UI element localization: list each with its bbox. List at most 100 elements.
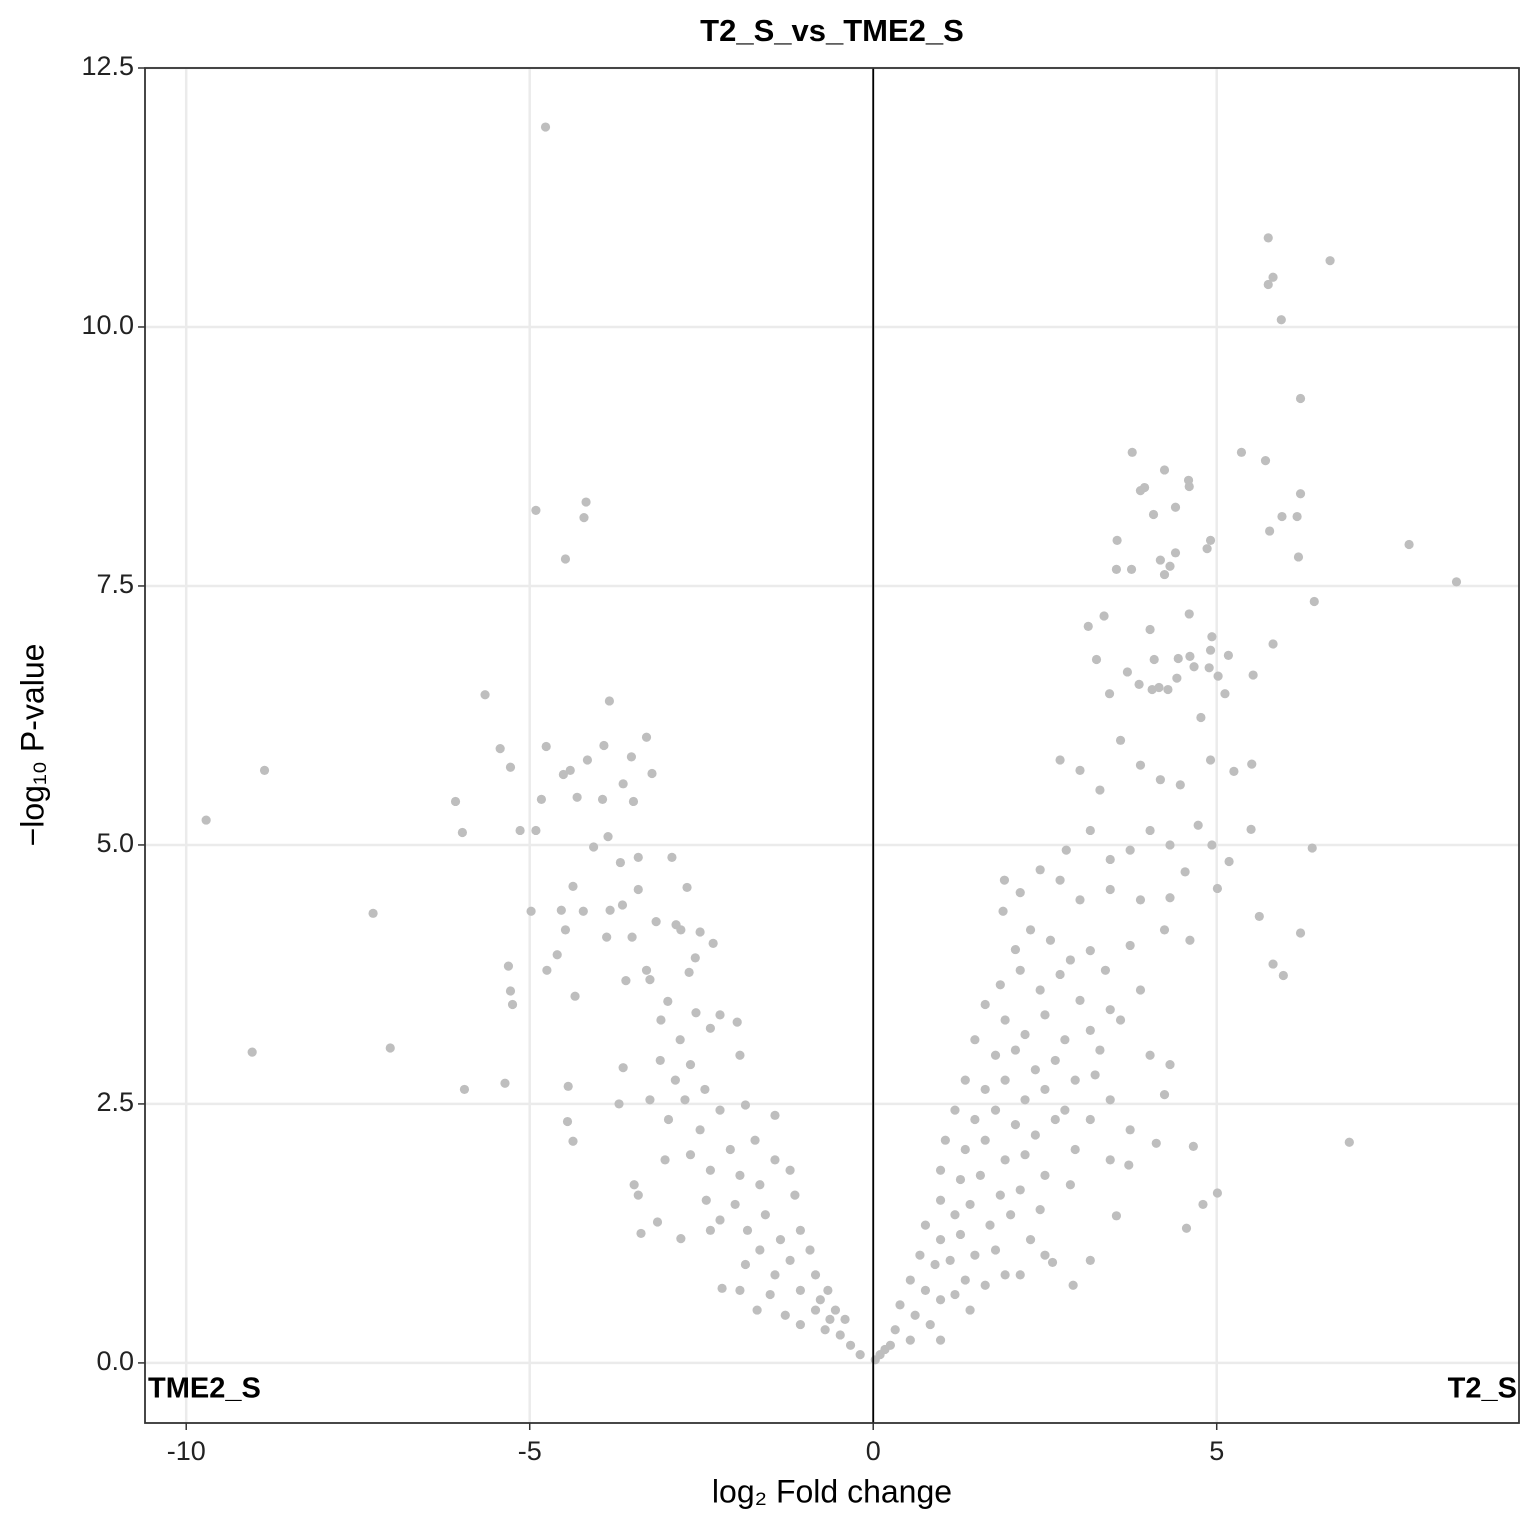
point [629,1180,639,1190]
point [1295,393,1306,404]
point [960,1275,970,1285]
point [368,908,378,918]
point [682,882,692,893]
point [201,815,211,825]
point [685,1150,696,1160]
point [1205,755,1216,765]
point [935,1295,946,1305]
point [259,765,270,775]
point [770,1155,780,1165]
point [1278,970,1288,981]
point [960,1144,970,1155]
point [1125,940,1135,951]
point [1175,780,1185,790]
point [1112,535,1122,545]
point [950,1289,960,1300]
point [480,690,490,700]
point [1068,1280,1078,1290]
chart-title: T2_S_vs_TME2_S [700,13,964,48]
point [1276,315,1286,325]
point [1040,1084,1050,1095]
point [840,1314,850,1325]
point [935,1195,946,1205]
point [795,1225,805,1235]
point [970,1250,980,1260]
point [810,1270,821,1280]
point [1020,1029,1030,1040]
point [935,1335,946,1345]
point [1148,509,1159,520]
point [1212,883,1223,894]
point [505,762,516,772]
point [770,1110,780,1120]
point [1198,1199,1208,1210]
point [614,1099,624,1109]
point [920,1285,931,1296]
point [495,744,505,754]
point [507,999,518,1010]
point [563,1081,573,1091]
point [578,906,588,916]
point [602,932,612,942]
point [1212,1188,1223,1198]
point [895,1300,905,1310]
y-tick-label: 5.0 [96,828,134,858]
point [1185,651,1195,662]
point [655,1055,665,1066]
point [1159,465,1170,475]
point [750,1135,760,1145]
point [1451,577,1462,587]
point [1170,548,1181,558]
point [1135,985,1146,995]
point [667,852,677,862]
point [1090,1070,1100,1080]
point [675,1035,685,1045]
point [990,1105,1001,1115]
point [1165,840,1175,850]
point [1181,1223,1192,1233]
point [1010,944,1021,955]
point [1115,1015,1126,1025]
point [735,1050,745,1060]
point [980,1280,990,1290]
point [905,1335,915,1345]
point [925,1319,935,1330]
point [626,752,636,762]
point [1184,609,1194,619]
point [975,1170,985,1181]
point [715,1010,725,1020]
point [970,1035,980,1045]
point [735,1285,745,1296]
point [1085,1025,1095,1035]
point [652,1217,663,1227]
point [1095,1045,1105,1055]
point [526,906,536,916]
point [890,1325,900,1335]
point [1105,884,1115,895]
point [1196,712,1206,723]
point [1309,596,1319,607]
point [1085,1255,1095,1265]
point [621,976,631,986]
point [1260,456,1271,466]
point [790,1190,800,1200]
point [1025,1235,1036,1245]
point [1205,535,1216,545]
point [1295,928,1306,938]
point [1105,1155,1115,1165]
point [930,1259,940,1270]
point [1075,765,1085,775]
point [1040,1170,1050,1181]
point [1193,820,1203,830]
point [740,1259,751,1270]
point [805,1245,815,1255]
point [825,1314,835,1325]
point [990,1245,1001,1255]
point [651,917,661,927]
point [1015,1270,1025,1280]
point [1075,895,1085,905]
point [1213,671,1223,681]
point [980,1135,990,1145]
point [1207,840,1217,850]
point [515,825,525,836]
